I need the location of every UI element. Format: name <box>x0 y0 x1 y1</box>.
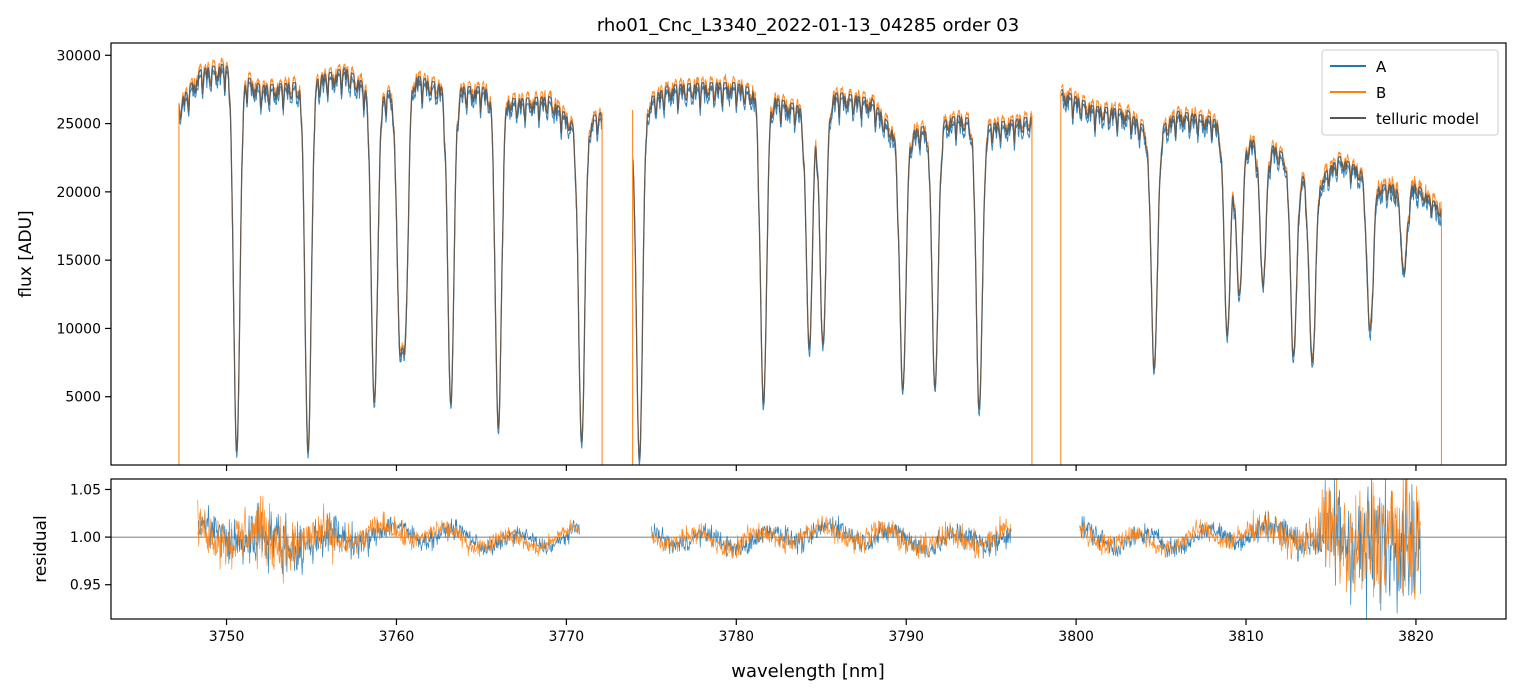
y-tick-label: 15000 <box>56 253 101 269</box>
y-tick-label: 30000 <box>56 48 101 64</box>
y-axis-label: flux [ADU] <box>16 210 36 297</box>
x-tick-label: 3770 <box>549 629 585 645</box>
residual-series <box>111 479 1506 619</box>
legend: A B telluric model <box>1321 49 1499 136</box>
legend-label-b: B <box>1376 84 1386 102</box>
legend-label-telluric: telluric model <box>1376 110 1479 128</box>
legend-label-a: A <box>1376 58 1387 76</box>
residual-y-tick-label: 1.00 <box>70 530 101 546</box>
flux-series <box>178 57 1443 465</box>
x-tick-label: 3790 <box>888 629 924 645</box>
flux-axis-ticks: 5000 10000 15000 20000 25000 30000 <box>56 48 1417 471</box>
y-tick-label: 5000 <box>65 390 101 406</box>
x-tick-label: 3750 <box>209 629 245 645</box>
flux-panel: rho01_Cnc_L3340_2022-01-13_04285 order 0… <box>16 15 1507 471</box>
x-tick-label: 3780 <box>718 629 754 645</box>
flux-plot-frame <box>110 42 1507 466</box>
series-line-telluric-model <box>178 63 1443 460</box>
x-tick-label: 3810 <box>1228 629 1264 645</box>
legend-box <box>1321 49 1499 136</box>
x-tick-label: 3760 <box>379 629 415 645</box>
residual-y-tick-label: 0.95 <box>70 578 101 594</box>
x-tick-label: 3800 <box>1058 629 1094 645</box>
chart-title: rho01_Cnc_L3340_2022-01-13_04285 order 0… <box>597 15 1019 36</box>
y-tick-label: 20000 <box>56 185 101 201</box>
residual-line-b <box>197 479 1421 604</box>
residual-axis-ticks: 3750 3760 3770 3780 3790 3800 3810 3820 0.95 1.00… <box>70 482 1434 645</box>
residual-y-tick-label: 1.05 <box>70 482 101 498</box>
y-tick-label: 25000 <box>56 117 101 133</box>
x-axis-label: wavelength [nm] <box>731 661 885 682</box>
y-tick-label: 10000 <box>56 321 101 337</box>
x-tick-label: 3820 <box>1398 629 1434 645</box>
residual-panel: residual wavelength [nm] 3750 3760 3770 378… <box>31 478 1507 682</box>
residual-axis-label: residual <box>31 515 51 582</box>
residual-plot-frame <box>110 478 1507 620</box>
